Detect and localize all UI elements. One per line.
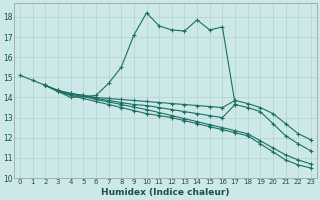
- X-axis label: Humidex (Indice chaleur): Humidex (Indice chaleur): [101, 188, 230, 197]
